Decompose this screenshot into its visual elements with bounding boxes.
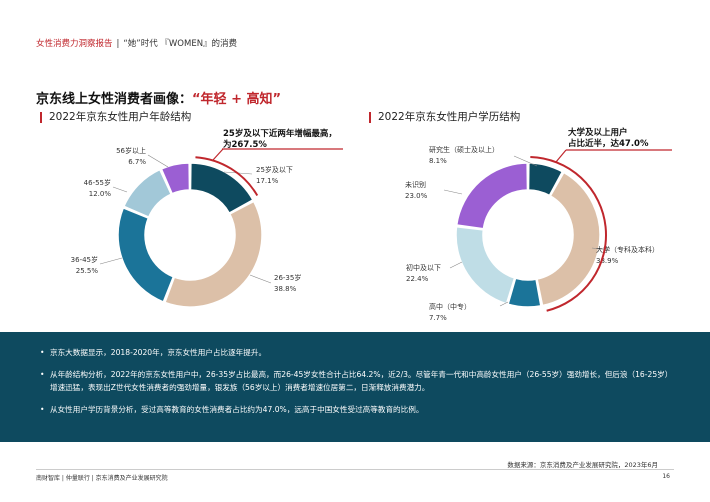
- summary-list: 京东大数据显示，2018-2020年，京东女性用户占比逐年提升。 从年龄结构分析…: [40, 346, 670, 416]
- leader-line: [147, 154, 169, 168]
- slice-label: 研究生（硕士及以上）: [429, 145, 499, 154]
- slice-value-label: 23.0%: [405, 192, 428, 200]
- slice-label: 25岁及以下: [256, 165, 293, 174]
- data-source: 数据来源：京东消费及产业发展研究院，2023年6月: [507, 461, 658, 469]
- slice-label: 46-55岁: [84, 178, 111, 187]
- education-donut-chart: 研究生（硕士及以上） 8.1% 大学（专科及本科） 38.9% 高中（中专） 7.7% 初中…: [405, 127, 672, 322]
- leader-line: [449, 261, 463, 269]
- slice-value-label: 25.5%: [76, 267, 99, 275]
- slice-value-label: 6.7%: [128, 158, 146, 166]
- leader-line: [443, 189, 463, 195]
- leader-line: [499, 301, 509, 307]
- summary-bullet: 从年龄结构分析，2022年的京东女性用户中，26-35岁占比最高，而26-45岁…: [40, 368, 670, 394]
- highlight-arc: [195, 156, 259, 197]
- donut-slice-edu-4: [455, 162, 529, 230]
- title-highlight: “年轻 + 高知”: [192, 92, 282, 107]
- slice-label: 初中及以下: [406, 263, 441, 272]
- donut-slice-age-1: [163, 200, 263, 308]
- callout-text: 占比近半，达47.0%: [568, 138, 649, 149]
- footer-divider: [36, 469, 674, 470]
- slice-value-label: 12.0%: [89, 190, 112, 198]
- callout-pointer: [555, 149, 567, 163]
- report-subtitle: “她”时代 『WOMEN』的消费: [123, 39, 238, 49]
- summary-bullet: 京东大数据显示，2018-2020年，京东女性用户占比逐年提升。: [40, 346, 670, 359]
- donut-slice-edu-1: [536, 171, 601, 307]
- slice-label: 26-35岁: [274, 273, 301, 282]
- slice-label: 大学（专科及本科）: [596, 245, 659, 254]
- donut-slice-age-0: [189, 162, 254, 215]
- donut-slice-edu-3: [455, 225, 516, 305]
- charts-canvas: 25岁及以下 17.1% 26-35岁 38.8% 36-45岁 25.5% 46-55岁 1…: [71, 127, 672, 322]
- leader-line: [249, 274, 272, 284]
- slice-label: 56岁以上: [116, 146, 146, 155]
- callout-text: 25岁及以下近两年增幅最高，: [223, 128, 337, 139]
- age-donut-chart: 25岁及以下 17.1% 26-35岁 38.8% 36-45岁 25.5% 46-55岁 1…: [71, 128, 343, 308]
- slice-value-label: 17.1%: [256, 177, 279, 185]
- page-title: 京东线上女性消费者画像：“年轻 + 高知”: [36, 88, 281, 107]
- callout-text: 大学及以上用户: [568, 127, 628, 138]
- summary-box: 京东大数据显示，2018-2020年，京东女性用户占比逐年提升。 从年龄结构分析…: [0, 332, 710, 442]
- header-separator: |: [116, 39, 120, 49]
- slice-label: 高中（中专）: [429, 302, 471, 311]
- slice-value-label: 22.4%: [406, 275, 429, 283]
- slice-value-label: 7.7%: [429, 314, 447, 322]
- age-chart-title: 2022年京东女性用户年龄结构: [40, 112, 191, 123]
- donut-slice-age-2: [117, 206, 175, 303]
- callout-text: 为267.5%: [223, 139, 267, 150]
- summary-bullet: 从女性用户学历背景分析，受过高等教育的女性消费者占比约为47.0%，远高于中国女…: [40, 403, 670, 416]
- edu-chart-title: 2022年京东女性用户学历结构: [369, 112, 520, 123]
- callout-pointer: [212, 148, 224, 161]
- highlight-arc: [530, 156, 607, 312]
- slice-label: 未识别: [405, 180, 426, 189]
- report-header: 女性消费力洞察报告 | “她”时代 『WOMEN』的消费: [36, 37, 237, 49]
- slice-value-label: 38.9%: [596, 257, 619, 265]
- footer-orgs: 南财智库 | 仲量联行 | 京东消费及产业发展研究院: [36, 475, 168, 482]
- leader-line: [99, 257, 123, 265]
- slice-label: 36-45岁: [71, 255, 98, 264]
- donut-slice-age-3: [122, 168, 173, 219]
- slice-value-label: 38.8%: [274, 285, 297, 293]
- leader-line: [591, 247, 611, 251]
- title-prefix: 京东线上女性消费者画像：: [36, 92, 193, 107]
- donut-slice-edu-2: [507, 277, 542, 308]
- leader-line: [513, 155, 538, 167]
- page-number: 16: [662, 473, 670, 480]
- donut-slice-age-4: [160, 162, 191, 195]
- slice-value-label: 8.1%: [429, 157, 447, 165]
- leader-line: [112, 186, 128, 193]
- donut-slice-edu-0: [527, 162, 564, 197]
- report-name: 女性消费力洞察报告: [36, 39, 113, 49]
